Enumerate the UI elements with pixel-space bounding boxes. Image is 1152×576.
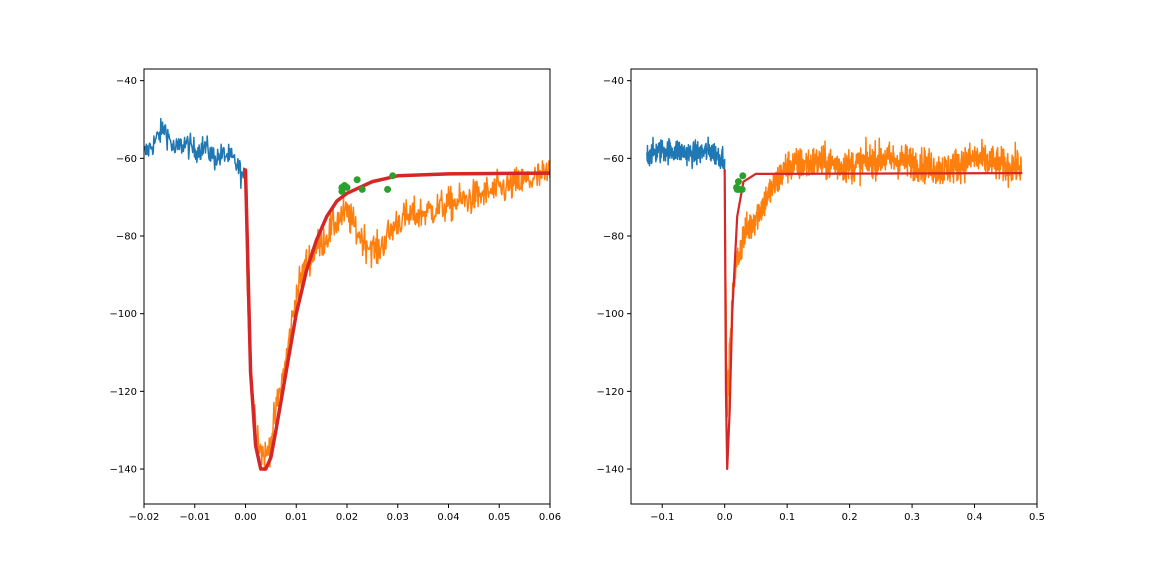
x-tick-label: 0.0 bbox=[717, 512, 733, 523]
y-tick-label: −140 bbox=[110, 465, 137, 476]
y-tick-label: −120 bbox=[110, 387, 137, 398]
y-tick-label: −100 bbox=[597, 309, 624, 320]
x-tick-label: 0.1 bbox=[779, 512, 795, 523]
marker-point bbox=[739, 172, 747, 180]
y-tick-label: −60 bbox=[116, 154, 137, 165]
x-tick-label: 0.3 bbox=[904, 512, 920, 523]
y-tick-label: −60 bbox=[603, 154, 624, 165]
x-tick-label: 0.01 bbox=[285, 512, 307, 523]
chart-left: −0.02 −0.01 0.00 0.01 0.02 0.03 0.04 0.05 0.06 −4… bbox=[110, 68, 561, 523]
axes-frame bbox=[143, 68, 551, 505]
series-post bbox=[723, 136, 1023, 417]
x-tick-label: 0.03 bbox=[387, 512, 409, 523]
x-tick-label: 0.05 bbox=[488, 512, 510, 523]
x-tick-label: −0.1 bbox=[650, 512, 674, 523]
series-pre bbox=[144, 117, 247, 193]
x-tick-label: 0.02 bbox=[336, 512, 358, 523]
x-tick-label: 0.4 bbox=[967, 512, 983, 523]
fit-curve bbox=[723, 168, 1023, 471]
plot-area bbox=[144, 117, 550, 472]
y-tick-label: −120 bbox=[597, 387, 624, 398]
marker-point bbox=[358, 185, 366, 193]
x-tick-label: 0.5 bbox=[1029, 512, 1045, 523]
marker-point bbox=[343, 183, 351, 191]
fit-curve bbox=[243, 168, 550, 471]
marker-point bbox=[738, 185, 746, 193]
plot-area bbox=[645, 136, 1023, 471]
y-tick-label: −40 bbox=[116, 76, 137, 87]
x-tick-label: 0.06 bbox=[539, 512, 561, 523]
y-tick-label: −80 bbox=[603, 232, 624, 243]
x-tick-label: 0.04 bbox=[437, 512, 459, 523]
chart-right: −0.1 0.0 0.1 0.2 0.3 0.4 0.5 −40 −60 −80 −100 −120 −… bbox=[597, 68, 1045, 523]
series-post bbox=[244, 160, 550, 472]
x-tick-label: −0.02 bbox=[129, 512, 160, 523]
x-tick-label: 0.2 bbox=[842, 512, 858, 523]
x-tick-label: 0.00 bbox=[234, 512, 256, 523]
y-tick-label: −40 bbox=[603, 76, 624, 87]
marker-point bbox=[338, 187, 346, 195]
marker-point bbox=[384, 185, 392, 193]
marker-point bbox=[353, 176, 361, 184]
y-tick-label: −80 bbox=[116, 232, 137, 243]
y-tick-label: −100 bbox=[110, 309, 137, 320]
marker-point bbox=[389, 172, 397, 180]
axes-frame bbox=[630, 68, 1038, 505]
marker-point bbox=[734, 178, 742, 186]
series-pre bbox=[645, 136, 726, 174]
y-tick-label: −140 bbox=[597, 465, 624, 476]
x-tick-label: −0.01 bbox=[179, 512, 210, 523]
